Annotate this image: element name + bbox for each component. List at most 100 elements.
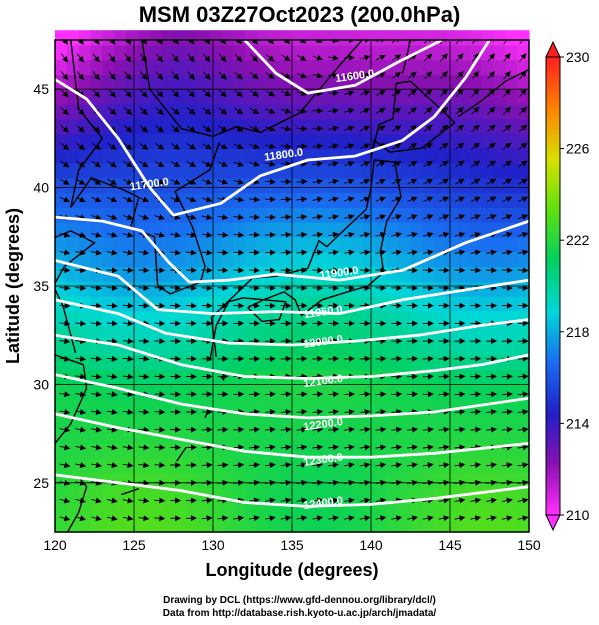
wind-arrow: [439, 160, 449, 168]
wind-arrow: [359, 143, 371, 150]
wind-arrow: [280, 497, 292, 504]
wind-arrow: [312, 462, 324, 469]
field-cell: [517, 502, 530, 518]
field-cell: [351, 30, 364, 46]
wind-arrow: [138, 214, 150, 220]
field-cell: [102, 89, 115, 105]
field-cell: [232, 251, 246, 267]
field-cell: [102, 192, 115, 208]
field-cell: [351, 428, 364, 445]
field-cell: [90, 192, 103, 208]
field-cell: [327, 325, 340, 341]
wind-arrow: [75, 267, 87, 274]
field-cell: [351, 473, 364, 489]
wind-arrow: [217, 479, 229, 486]
field-cell: [434, 413, 447, 430]
wind-arrow: [170, 249, 181, 256]
field-cell: [280, 325, 293, 341]
wind-arrow: [220, 40, 227, 45]
field-cell: [505, 118, 518, 135]
wind-arrow: [172, 40, 179, 45]
field-cell: [114, 163, 127, 179]
field-cell: [398, 325, 412, 341]
field-cell: [161, 118, 175, 135]
field-cell: [126, 104, 139, 120]
wind-arrow: [106, 426, 118, 433]
field-cell: [137, 384, 151, 400]
wind-arrow: [296, 54, 307, 61]
field-cell: [375, 74, 388, 90]
field-cell: [315, 177, 329, 194]
field-cell: [339, 59, 352, 76]
wind-arrow: [155, 53, 164, 63]
field-cell: [209, 177, 222, 194]
wind-arrow: [328, 161, 339, 167]
wind-arrow: [518, 142, 528, 150]
wind-arrow: [407, 231, 418, 238]
wind-arrow: [59, 462, 71, 469]
wind-arrow: [359, 90, 371, 96]
wind-arrow: [312, 497, 324, 504]
wind-arrow: [501, 497, 513, 504]
wind-arrow: [138, 426, 150, 433]
wind-arrow: [470, 267, 482, 274]
wind-arrow: [264, 143, 276, 150]
field-cell: [126, 236, 139, 253]
field-cell: [469, 163, 483, 179]
field-cell: [315, 354, 329, 371]
wind-arrow: [91, 320, 103, 327]
wind-arrow: [518, 178, 528, 185]
wind-arrow: [170, 143, 181, 150]
wind-arrow: [91, 479, 102, 486]
wind-arrow: [91, 249, 102, 256]
field-cell: [363, 517, 376, 533]
wind-arrow: [186, 125, 196, 133]
field-cell: [481, 177, 495, 194]
field-cell: [232, 30, 246, 46]
field-cell: [363, 281, 376, 297]
wind-arrow: [331, 40, 339, 43]
field-cell: [55, 236, 68, 253]
field-cell: [161, 44, 175, 61]
field-cell: [339, 340, 352, 356]
wind-arrow: [296, 515, 308, 522]
wind-arrow: [59, 302, 71, 309]
field-cell: [446, 295, 459, 312]
wind-arrow: [265, 90, 276, 97]
field-cell: [185, 295, 198, 312]
wind-arrow: [503, 88, 511, 98]
wind-arrow: [122, 231, 134, 238]
wind-arrow: [204, 40, 211, 45]
field-cell: [114, 251, 127, 267]
field-cell: [126, 354, 139, 371]
field-cell: [126, 325, 139, 341]
field-cell: [78, 295, 92, 312]
field-cell: [126, 266, 139, 282]
wind-arrow: [154, 515, 166, 522]
field-cell: [78, 325, 92, 341]
field-cell: [173, 74, 186, 90]
field-cell: [185, 384, 198, 400]
wind-arrow: [249, 125, 260, 132]
field-cell: [375, 192, 388, 208]
field-cell: [505, 74, 518, 90]
field-cell: [446, 325, 459, 341]
field-cell: [446, 502, 459, 518]
field-cell: [256, 340, 269, 356]
data-credit: Data from http://database.rish.kyoto-u.a…: [162, 608, 437, 619]
wind-arrow: [299, 40, 307, 44]
field-cell: [422, 148, 435, 164]
wind-arrow: [343, 267, 355, 274]
wind-arrow: [234, 89, 243, 97]
field-cell: [410, 281, 423, 297]
field-cell: [410, 163, 423, 179]
wind-arrow: [470, 214, 481, 220]
wind-arrow: [76, 53, 84, 63]
wind-arrow: [249, 391, 261, 398]
field-cell: [315, 192, 329, 208]
height-contour: [55, 412, 529, 459]
wind-arrow: [470, 249, 482, 256]
field-cell: [149, 340, 163, 356]
wind-arrow: [280, 479, 292, 486]
field-cell: [256, 177, 269, 194]
